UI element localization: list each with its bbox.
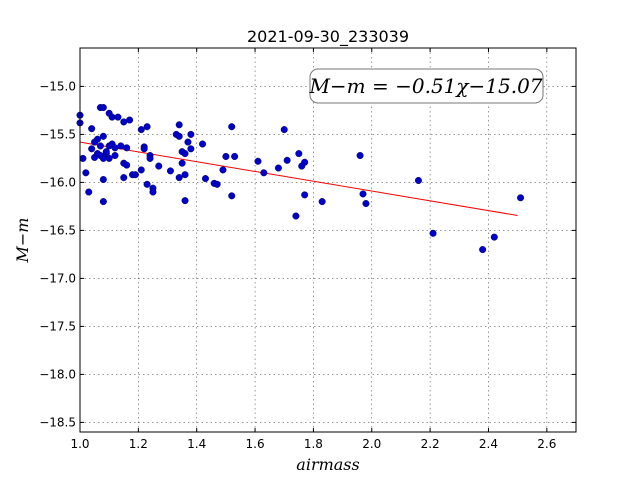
data-point [111, 152, 119, 160]
y-tick-label: −18.0 [39, 367, 76, 381]
data-point [187, 130, 195, 138]
data-point [99, 104, 107, 112]
data-point [143, 123, 151, 131]
data-point [231, 152, 239, 160]
data-point [283, 156, 291, 164]
x-tick-label: 1.4 [187, 437, 206, 451]
x-tick-label: 1.2 [129, 437, 148, 451]
y-tick-label: −15.0 [39, 79, 76, 93]
data-point [137, 126, 145, 134]
data-point [362, 200, 370, 208]
data-point [82, 169, 90, 177]
x-tick-label: 1.0 [70, 437, 89, 451]
data-point [301, 158, 309, 166]
data-point [199, 140, 207, 148]
data-point [356, 152, 364, 160]
data-point [85, 188, 93, 196]
data-point [228, 123, 236, 131]
data-point [175, 121, 183, 129]
data-point [292, 212, 300, 220]
x-axis-label: airmass [296, 455, 359, 474]
data-point [184, 138, 192, 146]
data-point [181, 150, 189, 158]
x-tick-label: 2.6 [537, 437, 556, 451]
x-tick-label: 1.6 [246, 437, 265, 451]
data-point [99, 132, 107, 140]
data-point [175, 132, 183, 140]
data-point [301, 191, 309, 199]
data-point [175, 174, 183, 182]
data-point [155, 162, 163, 170]
data-point [359, 190, 367, 198]
plot-frame [79, 47, 577, 433]
data-point [143, 180, 151, 188]
data-point [149, 188, 157, 196]
data-point [131, 171, 139, 179]
y-tick-label: −16.5 [39, 223, 76, 237]
data-point [228, 192, 236, 200]
data-point [201, 175, 209, 183]
data-point [126, 116, 134, 124]
grid [79, 48, 576, 432]
data-point [295, 150, 303, 158]
x-tick-label: 2.0 [362, 437, 381, 451]
data-point [517, 194, 525, 202]
data-point [414, 176, 422, 184]
data-point [79, 154, 87, 162]
y-tick-label: −17.5 [39, 319, 76, 333]
data-point [102, 148, 110, 156]
data-point [260, 169, 268, 177]
chart-title: 2021-09-30_233039 [247, 27, 409, 47]
data-point [88, 145, 96, 153]
x-tick-label: 2.2 [421, 437, 440, 451]
x-tick-label: 1.8 [304, 437, 323, 451]
data-point [181, 197, 189, 205]
data-point [222, 152, 230, 160]
data-point [213, 180, 221, 188]
data-point [105, 154, 113, 162]
data-point [140, 145, 148, 153]
data-point [318, 198, 326, 206]
annotation-box: M−m = −0.51χ−15.07 [308, 68, 544, 104]
data-point [120, 174, 128, 182]
data-point [123, 161, 131, 169]
data-point [99, 176, 107, 184]
data-point [187, 145, 195, 153]
y-tick-label: −15.5 [39, 127, 76, 141]
data-point [254, 157, 262, 165]
data-point [146, 154, 154, 162]
data-point [429, 229, 437, 237]
data-point [274, 164, 282, 172]
data-point [94, 135, 102, 143]
data-point [108, 113, 116, 121]
data-point [114, 113, 122, 121]
data-point [99, 198, 107, 206]
data-point [123, 144, 131, 152]
y-tick-label: −18.5 [39, 415, 76, 429]
y-axis-label: M−m [13, 218, 32, 264]
y-tick-label: −17.0 [39, 271, 76, 285]
data-point [111, 144, 119, 152]
data-point [490, 233, 498, 241]
data-point [280, 126, 288, 134]
data-point [181, 171, 189, 179]
y-tick-label: −16.0 [39, 175, 76, 189]
x-tick-label: 2.4 [479, 437, 498, 451]
data-point [219, 166, 227, 174]
data-point [137, 166, 145, 174]
axis-ticks: 1.0 1.2 1.4 1.6 1.8 2.0 2.2 2.4 2.6 −15.0 −15.5 −16… [39, 48, 576, 451]
data-point [166, 167, 174, 175]
data-point [120, 118, 128, 126]
data-point [96, 142, 104, 150]
data-point [88, 125, 96, 133]
data-point [479, 246, 487, 254]
data-points [76, 104, 525, 254]
data-point [117, 142, 125, 150]
fit-annotation: M−m = −0.51χ−15.07 [308, 74, 542, 98]
data-point [178, 159, 186, 167]
